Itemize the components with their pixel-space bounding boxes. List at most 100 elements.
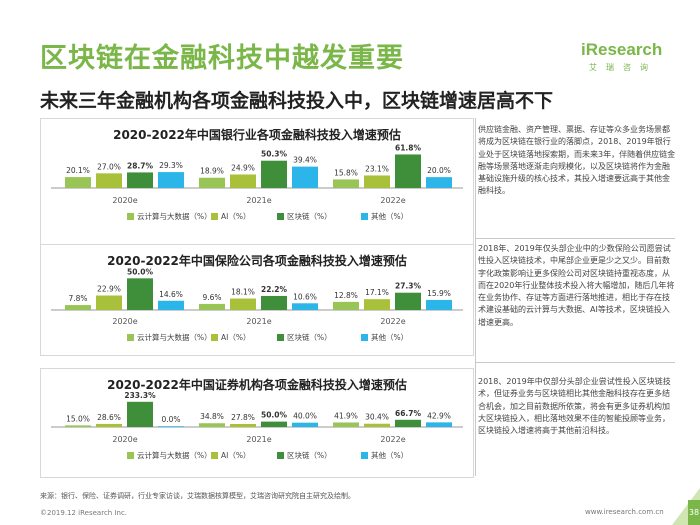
- bar-2022e-s1: [364, 175, 390, 188]
- category-label-2021e: 2021e: [246, 317, 271, 326]
- chart-panel-securities: 2020-2022年中国证券机构各项金融科技投入增速预估 15.0% 28.6% 23…: [40, 368, 474, 478]
- page-title: 区块链在金融科技中越发重要: [40, 43, 404, 74]
- legend-label-3: 其他（%）: [371, 332, 408, 342]
- bar-2021e-s0: [199, 177, 225, 188]
- data-label-2020e-s1: 22.9%: [97, 284, 121, 293]
- bar-2022e-s3: [426, 177, 452, 188]
- iresearch-logo: iResearch 艾瑞咨询: [581, 40, 662, 73]
- category-label-2022e: 2022e: [380, 317, 405, 326]
- side-divider-1: [475, 238, 675, 239]
- legend-label-1: AI（%）: [221, 333, 250, 342]
- data-label-2022e-s2: 27.3%: [395, 282, 422, 291]
- legend-swatch-0: [127, 334, 134, 341]
- category-label-2022e: 2022e: [380, 196, 405, 205]
- data-label-2022e-s1: 17.1%: [365, 288, 389, 297]
- data-label-2020e-s3: 14.6%: [159, 290, 183, 299]
- bar-2020e-s3: [158, 426, 184, 427]
- bar-2020e-s2: [127, 278, 153, 310]
- bar-2020e-s1: [96, 295, 122, 310]
- side-text-securities: 2018、2019年中仅部分头部企业尝试性投入区块链技术，但证券业务与区块链相比…: [478, 377, 671, 436]
- category-label-2020e: 2020e: [112, 317, 137, 326]
- data-label-2021e-s3: 10.6%: [293, 292, 317, 301]
- data-label-2020e-s0: 7.8%: [68, 294, 87, 303]
- legend-label-2: 区块链（%）: [287, 211, 332, 221]
- legend-swatch-0: [127, 452, 134, 459]
- copyright: ©2019.12 iResearch Inc.: [40, 509, 128, 517]
- data-label-2022e-s2: 66.7%: [395, 409, 422, 418]
- data-label-2020e-s0: 20.1%: [66, 166, 90, 175]
- bar-2020e-s3: [158, 172, 184, 188]
- legend-label-0: 云计算与大数据（%）: [137, 211, 212, 221]
- bar-2022e-s1: [364, 423, 390, 427]
- bar-2020e-s0: [65, 177, 91, 188]
- legend-label-3: 其他（%）: [371, 211, 408, 221]
- legend-swatch-2: [277, 334, 284, 341]
- page-subtitle: 未来三年金融机构各项金融科技投入中，区块链增速居高不下: [40, 90, 554, 112]
- side-text-insurance: 2018年、2019年仅头部企业中的少数保险公司愿尝试性投入区块链技术，中尾部企…: [478, 244, 675, 327]
- legend-label-2: 区块链（%）: [287, 332, 332, 342]
- side-divider-2: [475, 362, 675, 363]
- website: www.iresearch.com.cn: [585, 508, 664, 516]
- bar-2022e-s3: [426, 299, 452, 310]
- bar-2022e-s0: [333, 422, 359, 427]
- bar-2021e-s0: [199, 303, 225, 310]
- category-label-2021e: 2021e: [246, 196, 271, 205]
- data-label-2021e-s3: 39.4%: [293, 156, 317, 165]
- data-label-2021e-s0: 34.8%: [200, 412, 224, 421]
- side-text-bank: 供应链金融、资产管理、票据、存证等众多业务场景都将成为区块链在银行业的落脚点，2…: [478, 125, 676, 196]
- bank-chart: 2020-2022年中国银行业各项金融科技投入增速预估 20.1% 27.0% 28.…: [51, 127, 463, 221]
- logo-sub: 艾瑞咨询: [589, 63, 657, 72]
- data-label-2022e-s1: 30.4%: [365, 413, 389, 422]
- legend-label-0: 云计算与大数据（%）: [137, 450, 212, 460]
- legend-swatch-0: [127, 213, 134, 220]
- legend-swatch-1: [211, 213, 218, 220]
- data-label-2021e-s1: 27.8%: [231, 413, 255, 422]
- bar-2021e-s2: [261, 160, 287, 188]
- bar-2021e-s2: [261, 421, 287, 427]
- bar-2022e-s1: [364, 299, 390, 310]
- data-label-2021e-s0: 18.9%: [200, 167, 224, 176]
- bar-2021e-s1: [230, 298, 256, 310]
- legend-swatch-3: [361, 334, 368, 341]
- category-label-2020e: 2020e: [112, 196, 137, 205]
- data-label-2022e-s3: 15.9%: [427, 289, 451, 298]
- page-number: 38: [688, 500, 700, 525]
- legend-label-1: AI（%）: [221, 451, 250, 460]
- data-label-2020e-s1: 28.6%: [97, 413, 121, 422]
- category-label-2021e: 2021e: [246, 435, 271, 444]
- bar-2021e-s0: [199, 423, 225, 427]
- data-label-2021e-s2: 50.3%: [261, 150, 288, 159]
- chart-title: 2020-2022年中国银行业各项金融科技投入增速预估: [113, 127, 401, 142]
- bar-2022e-s0: [333, 179, 359, 188]
- legend-swatch-1: [211, 452, 218, 459]
- bar-2020e-s1: [96, 173, 122, 188]
- bar-2022e-s0: [333, 301, 359, 310]
- bar-2022e-s2: [395, 292, 421, 310]
- data-label-2021e-s2: 50.0%: [261, 411, 288, 420]
- securities-chart: 2020-2022年中国证券机构各项金融科技投入增速预估 15.0% 28.6% 23…: [51, 377, 463, 460]
- bar-2021e-s3: [292, 303, 318, 310]
- data-label-2022e-s3: 42.9%: [427, 411, 451, 420]
- bar-2021e-s1: [230, 174, 256, 188]
- side-divider: [475, 118, 476, 476]
- legend-swatch-3: [361, 452, 368, 459]
- bar-2022e-s2: [395, 154, 421, 188]
- bar-2020e-s1: [96, 423, 122, 427]
- data-label-2022e-s2: 61.8%: [395, 143, 422, 152]
- chart-panel-bank: 2020-2022年中国银行业各项金融科技投入增速预估 20.1% 27.0% 28.…: [40, 118, 474, 255]
- legend-swatch-3: [361, 213, 368, 220]
- data-label-2020e-s1: 27.0%: [97, 162, 121, 171]
- legend-label-2: 区块链（%）: [287, 450, 332, 460]
- chart-title: 2020-2022年中国证券机构各项金融科技投入增速预估: [107, 377, 407, 392]
- data-label-2021e-s1: 24.9%: [231, 163, 255, 172]
- bar-2021e-s3: [292, 166, 318, 188]
- bar-2021e-s2: [261, 295, 287, 310]
- legend-swatch-2: [277, 452, 284, 459]
- data-label-2022e-s1: 23.1%: [365, 164, 389, 173]
- data-label-2020e-s3: 0.0%: [161, 415, 180, 424]
- category-label-2020e: 2020e: [112, 435, 137, 444]
- bar-2021e-s3: [292, 422, 318, 427]
- data-label-2022e-s0: 15.8%: [334, 168, 358, 177]
- data-label-2022e-s0: 12.8%: [334, 291, 358, 300]
- bar-2021e-s1: [230, 423, 256, 427]
